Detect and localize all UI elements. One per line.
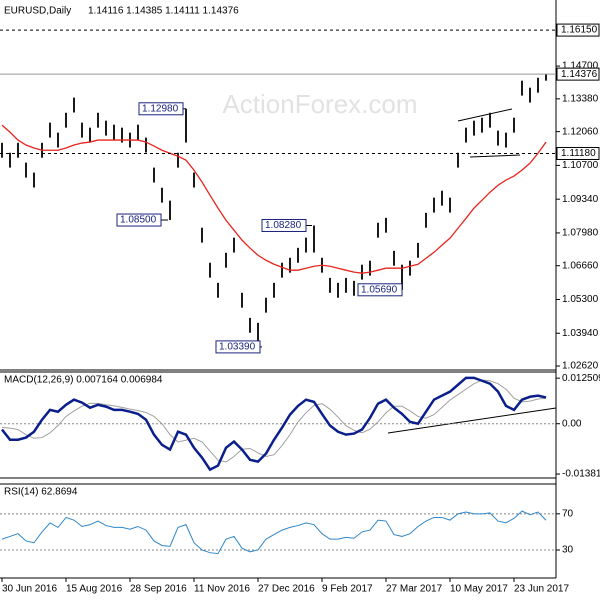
last-price-label: 1.14376 [561, 69, 598, 80]
channel-line [457, 108, 513, 122]
trend-line [387, 407, 557, 434]
x-tick-label: 23 Jun 2017 [514, 584, 569, 595]
level-box [556, 23, 600, 37]
y-tick-label: 1.14700 [562, 61, 599, 72]
last-price-box [556, 67, 600, 81]
y-tick-label: 1.10700 [562, 160, 599, 171]
y-tick-label: 1.09340 [562, 194, 599, 205]
x-tick-label: 27 Mar 2017 [386, 584, 443, 595]
y-tick-label: 1.06660 [562, 260, 599, 271]
y-tick-label: 1.03940 [562, 328, 599, 339]
macd-title: MACD(12,26,9) 0.007164 0.006984 [4, 375, 163, 386]
y-tick-label: 1.07980 [562, 228, 599, 239]
chart-subtitle: 1.14116 1.14385 1.14111 1.14376 [88, 6, 239, 17]
y-tick-label: -0.013813 [562, 469, 600, 480]
macd-line [1, 376, 547, 472]
level-label: 1.16150 [561, 25, 598, 36]
annotation-box [261, 218, 307, 232]
level-box [556, 146, 600, 160]
y-tick-label: 0.012509 [562, 373, 600, 384]
y-tick-label: 1.12060 [562, 126, 599, 137]
annotation-box [138, 102, 184, 116]
chart-title: EURUSD,Daily [4, 6, 71, 17]
x-tick-label: 10 May 2017 [450, 584, 508, 595]
rsi-line [1, 510, 547, 555]
rsi-title: RSI(14) 62.8694 [4, 487, 78, 498]
y-tick-label: 70 [562, 508, 574, 519]
y-tick-label: 30 [562, 545, 574, 556]
channel-line [469, 154, 521, 158]
y-tick-label: 1.05300 [562, 294, 599, 305]
y-tick-label: 0.00 [562, 418, 582, 429]
moving-average [1, 124, 547, 274]
annotation-box [215, 340, 261, 354]
x-tick-label: 9 Feb 2017 [322, 584, 373, 595]
watermark: ActionForex.com [222, 89, 417, 119]
annotation-label: 1.03390 [219, 342, 256, 353]
x-tick-label: 27 Dec 2016 [258, 584, 315, 595]
annotation-box [116, 213, 162, 227]
x-tick-label: 30 Jun 2016 [2, 584, 57, 595]
signal-line [1, 379, 547, 463]
y-tick-label: 1.13380 [562, 93, 599, 104]
annotation-label: 1.08280 [265, 220, 302, 231]
annotation-label: 1.12980 [142, 103, 179, 114]
x-tick-label: 15 Aug 2016 [66, 584, 123, 595]
x-tick-label: 11 Nov 2016 [194, 584, 250, 595]
annotation-box [357, 283, 403, 297]
level-label: 1.11180 [561, 148, 596, 159]
x-tick-label: 28 Sep 2016 [130, 584, 187, 595]
annotation-label: 1.05690 [361, 284, 398, 295]
y-tick-label: 1.02620 [562, 361, 599, 372]
annotation-label: 1.08500 [120, 215, 157, 226]
